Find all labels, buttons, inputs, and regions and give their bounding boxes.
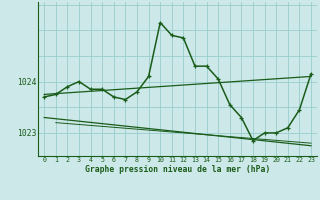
- X-axis label: Graphe pression niveau de la mer (hPa): Graphe pression niveau de la mer (hPa): [85, 165, 270, 174]
